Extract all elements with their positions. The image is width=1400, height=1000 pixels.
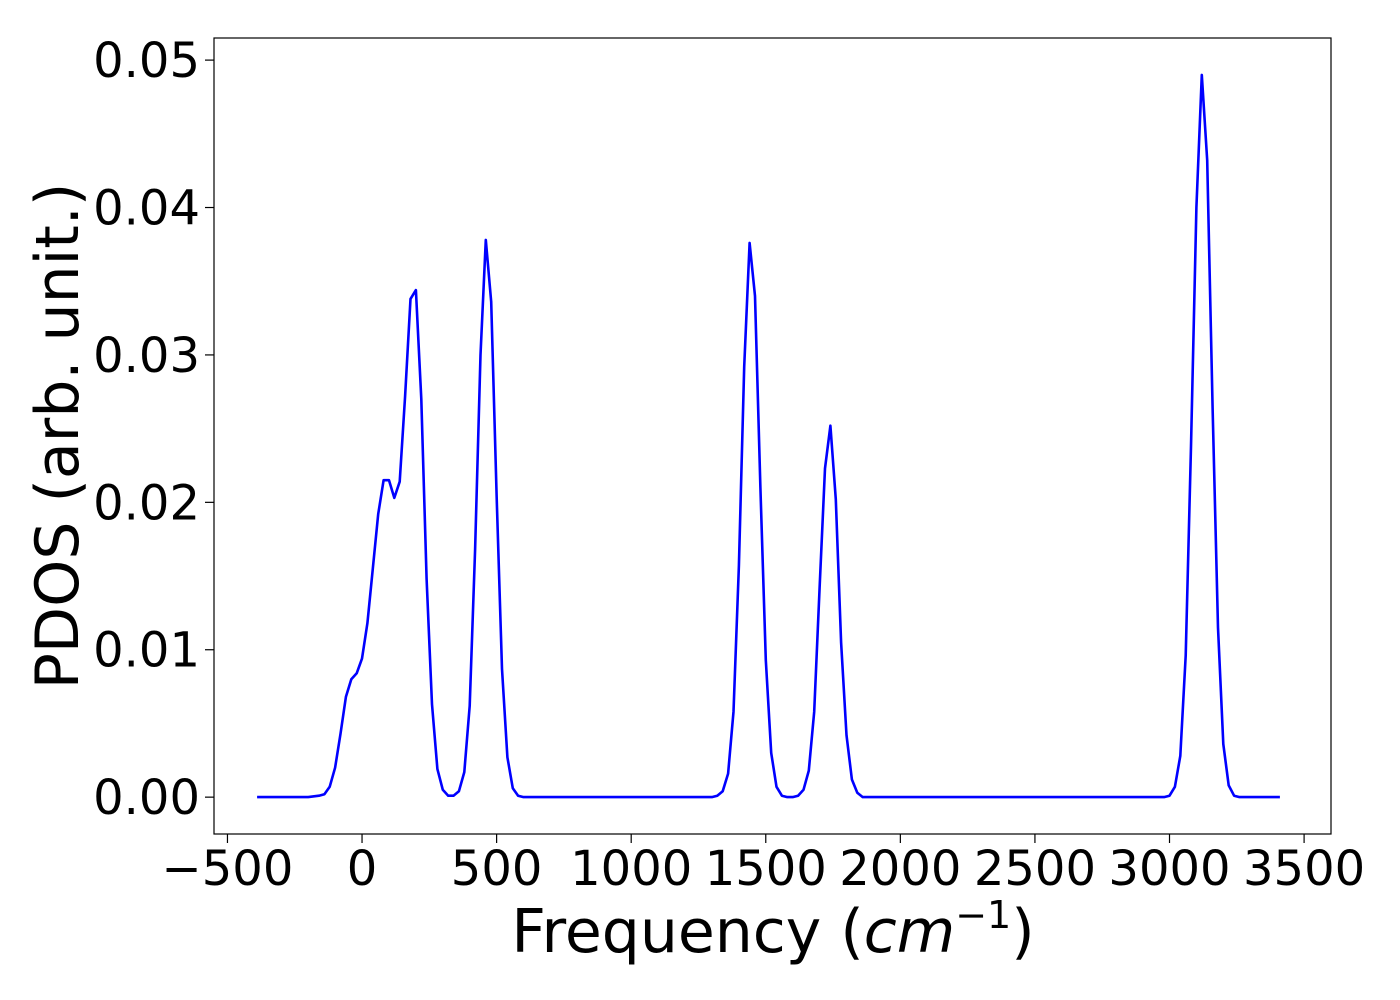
y-tick-label: 0.00 <box>93 770 200 826</box>
y-axis-ticks: 0.00 0.01 0.02 0.03 0.04 0.05 <box>93 33 214 826</box>
x-tick-label: 3000 <box>1108 841 1230 897</box>
x-axis-label-close: ) <box>1011 897 1034 967</box>
x-tick-label: 1000 <box>570 841 692 897</box>
y-tick-label: 0.01 <box>93 623 200 679</box>
x-axis-label-main: Frequency ( <box>511 897 863 967</box>
x-tick-label: 0 <box>347 841 378 897</box>
y-tick-label: 0.04 <box>93 181 200 237</box>
x-tick-label: −500 <box>162 841 294 897</box>
x-tick-label: 2000 <box>839 841 961 897</box>
y-axis-label: PDOS (arb. unit.) <box>23 183 93 690</box>
pdos-series-line <box>257 73 1280 799</box>
x-tick-label: 500 <box>451 841 543 897</box>
plot-area-frame <box>213 37 1332 835</box>
x-tick-label: 2500 <box>974 841 1096 897</box>
series-group <box>257 73 1280 799</box>
x-tick-label: 3500 <box>1243 841 1365 897</box>
x-axis-label: Frequency (cm−1) <box>511 893 1034 967</box>
x-axis-label-unit: cm <box>864 897 955 967</box>
x-axis-ticks: −500 0 500 1000 1500 2000 2500 3000 3500 <box>162 834 1365 897</box>
y-tick-label: 0.05 <box>93 33 200 89</box>
y-tick-label: 0.02 <box>93 475 200 531</box>
x-axis-label-exponent: −1 <box>955 893 1011 937</box>
y-tick-label: 0.03 <box>93 328 200 384</box>
x-tick-label: 1500 <box>705 841 827 897</box>
